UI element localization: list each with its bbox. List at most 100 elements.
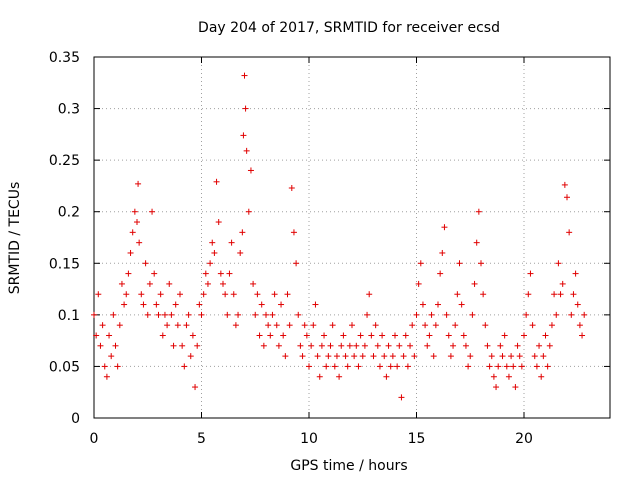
data-point: [372, 322, 379, 329]
data-point: [566, 229, 573, 236]
data-point: [450, 342, 457, 349]
data-point: [228, 239, 235, 246]
data-point: [523, 311, 530, 318]
data-point: [417, 260, 424, 267]
data-point: [254, 291, 261, 298]
data-point: [95, 291, 102, 298]
data-point: [164, 322, 171, 329]
data-point: [192, 384, 199, 391]
data-point: [258, 301, 265, 308]
data-point: [404, 363, 411, 370]
data-point: [484, 342, 491, 349]
data-point: [142, 260, 149, 267]
data-point: [452, 322, 459, 329]
data-point: [273, 322, 280, 329]
data-point: [445, 332, 452, 339]
data-point: [314, 353, 321, 360]
data-point: [336, 373, 343, 380]
data-point: [177, 291, 183, 298]
y-tick-label: 0.35: [49, 50, 80, 66]
data-point: [525, 291, 532, 298]
data-point: [546, 342, 553, 349]
data-point: [581, 311, 588, 318]
data-point: [194, 342, 201, 349]
data-point: [394, 363, 401, 370]
data-point: [357, 332, 364, 339]
data-point: [138, 291, 145, 298]
y-tick-label: 0.05: [49, 359, 80, 375]
data-point: [93, 332, 100, 339]
data-point: [329, 322, 336, 329]
data-point: [540, 353, 547, 360]
data-point: [267, 332, 274, 339]
data-point: [123, 291, 130, 298]
data-point: [499, 353, 506, 360]
data-point: [521, 332, 527, 339]
data-point: [224, 311, 231, 318]
y-tick-label: 0.2: [58, 205, 80, 221]
data-point: [241, 72, 248, 79]
data-point: [187, 353, 194, 360]
data-point: [398, 394, 405, 401]
data-point: [288, 184, 295, 191]
data-point: [411, 353, 418, 360]
data-point: [561, 181, 568, 188]
data-point: [312, 301, 319, 308]
data-point: [239, 229, 246, 236]
data-point: [110, 311, 117, 318]
data-point: [151, 270, 158, 277]
data-point: [340, 332, 347, 339]
y-axis-label: SRMTID / TECUs: [7, 182, 23, 295]
data-point: [140, 301, 147, 308]
data-point: [551, 291, 558, 298]
x-axis-label: GPS time / hours: [290, 458, 407, 474]
data-point: [301, 322, 308, 329]
data-point: [568, 311, 575, 318]
data-point: [265, 322, 272, 329]
data-point: [346, 342, 353, 349]
data-point: [237, 249, 244, 256]
data-point: [415, 280, 422, 287]
data-point: [106, 332, 113, 339]
data-point: [359, 353, 366, 360]
data-point: [454, 291, 461, 298]
data-point: [170, 342, 177, 349]
data-point: [368, 332, 375, 339]
data-point: [447, 353, 454, 360]
data-point: [284, 291, 291, 298]
data-point: [465, 363, 472, 370]
data-point: [574, 301, 581, 308]
data-point: [198, 311, 205, 318]
data-point: [129, 229, 136, 236]
data-point: [435, 301, 441, 308]
data-point: [256, 332, 263, 339]
data-point: [381, 353, 388, 360]
data-point: [235, 311, 242, 318]
data-point: [462, 342, 469, 349]
x-tick-label: 15: [408, 431, 426, 447]
data-point: [275, 342, 282, 349]
data-point: [204, 280, 211, 287]
data-points: [91, 72, 588, 401]
data-point: [125, 270, 132, 277]
data-point: [486, 363, 493, 370]
data-point: [383, 373, 390, 380]
data-point: [135, 180, 142, 187]
data-point: [490, 373, 497, 380]
data-point: [155, 311, 162, 318]
data-point: [121, 301, 128, 308]
data-point: [516, 353, 523, 360]
data-point: [413, 311, 420, 318]
data-point: [482, 322, 489, 329]
data-point: [432, 322, 439, 329]
data-point: [250, 280, 257, 287]
data-point: [518, 363, 525, 370]
data-point: [471, 280, 478, 287]
data-point: [364, 311, 371, 318]
data-point: [161, 311, 168, 318]
data-point: [280, 332, 287, 339]
data-point: [222, 291, 229, 298]
data-point: [211, 249, 218, 256]
data-point: [510, 363, 517, 370]
data-point: [108, 353, 115, 360]
